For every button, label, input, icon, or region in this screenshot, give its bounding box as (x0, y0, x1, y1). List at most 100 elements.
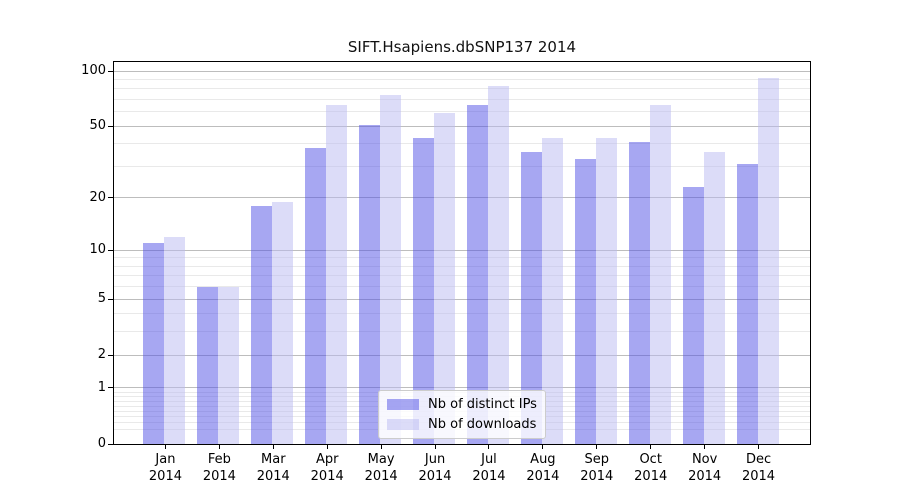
x-tick-label-jan: Jan 2014 (136, 451, 194, 485)
year-label: 2014 (202, 469, 236, 484)
bar-downloads-mar (272, 201, 294, 444)
x-tick-mark (704, 444, 706, 449)
legend-label-downloads: Nb of downloads (428, 417, 537, 432)
bar-ips-jan (143, 243, 165, 444)
y-tick-mark (108, 298, 113, 300)
x-tick-label-dec: Dec 2014 (730, 451, 788, 485)
bar-downloads-apr (326, 105, 348, 444)
legend-item-downloads: Nb of downloads (387, 417, 537, 432)
y-tick-mark (108, 387, 113, 389)
y-tick-mark (108, 125, 113, 127)
bar-ips-jun (413, 138, 435, 444)
bar-downloads-aug (541, 138, 563, 444)
month-label: Apr (315, 452, 339, 467)
y-tick-label-0: 0 (97, 436, 106, 451)
x-tick-mark (596, 444, 598, 449)
year-label: 2014 (688, 469, 722, 484)
y-tick-mark (108, 249, 113, 251)
minor-gridline (114, 166, 810, 167)
month-label: Feb (207, 452, 231, 467)
x-tick-mark (650, 444, 652, 449)
month-label: Jun (424, 452, 446, 467)
y-tick-mark (108, 354, 113, 356)
x-tick-label-feb: Feb 2014 (190, 451, 248, 485)
legend-swatch-ips (387, 399, 419, 410)
bar-ips-apr (305, 147, 327, 444)
x-tick-mark (758, 444, 760, 449)
bar-downloads-nov (703, 152, 725, 444)
minor-gridline (114, 88, 810, 90)
x-tick-mark (326, 444, 328, 449)
major-gridline (114, 70, 810, 72)
bar-ips-feb (197, 286, 219, 444)
major-gridline (114, 197, 810, 199)
bar-ips-may (359, 124, 381, 444)
x-tick-mark (434, 444, 436, 449)
chart-title: SIFT.Hsapiens.dbSNP137 2014 (347, 38, 577, 56)
bar-ips-mar (251, 206, 273, 444)
year-label: 2014 (526, 469, 560, 484)
minor-gridline (114, 78, 810, 80)
minor-gridline (114, 265, 810, 267)
minor-gridline (114, 257, 810, 259)
major-gridline (114, 125, 810, 127)
year-label: 2014 (256, 469, 290, 484)
x-tick-label-sep: Sep 2014 (568, 451, 626, 485)
month-label: Jan (155, 452, 176, 467)
bar-downloads-jul (487, 85, 509, 444)
y-tick-mark (108, 70, 113, 72)
major-gridline (114, 298, 810, 300)
bar-downloads-sep (595, 138, 617, 444)
bar-downloads-dec (757, 77, 779, 444)
bar-ips-nov (682, 187, 704, 444)
month-label: Oct (639, 452, 662, 467)
x-tick-mark (272, 444, 274, 449)
year-label: 2014 (472, 469, 506, 484)
bar-ips-dec (736, 163, 758, 444)
x-tick-label-oct: Oct 2014 (622, 451, 680, 485)
major-gridline (114, 387, 810, 389)
x-tick-mark (380, 444, 382, 449)
y-tick-label-10: 10 (89, 242, 106, 258)
month-label: Jul (481, 452, 497, 467)
legend-label-ips: Nb of distinct IPs (428, 397, 537, 412)
year-label: 2014 (364, 469, 398, 484)
x-tick-label-jun: Jun 2014 (406, 451, 464, 485)
bar-downloads-jan (164, 236, 186, 444)
y-tick-label-1: 1 (97, 379, 106, 395)
bar-ips-jul (466, 105, 488, 444)
month-label: Dec (745, 452, 772, 467)
minor-gridline (114, 286, 810, 288)
minor-gridline (114, 275, 810, 277)
year-label: 2014 (580, 469, 614, 484)
x-tick-label-nov: Nov 2014 (676, 451, 734, 485)
month-label: Nov (691, 452, 718, 467)
plot-area: Nb of distinct IPs Nb of downloads (113, 61, 811, 445)
x-tick-mark (542, 444, 544, 449)
y-tick-mark (108, 443, 113, 445)
major-gridline (114, 249, 810, 251)
bar-downloads-oct (649, 105, 671, 444)
year-label: 2014 (310, 469, 344, 484)
y-tick-label-100: 100 (81, 63, 106, 79)
bar-downloads-feb (218, 286, 240, 444)
x-tick-label-jul: Jul 2014 (460, 451, 518, 485)
minor-gridline (114, 313, 810, 315)
minor-gridline (114, 111, 810, 113)
year-label: 2014 (148, 469, 182, 484)
bar-downloads-jun (434, 113, 456, 444)
bar-downloads-may (380, 95, 402, 444)
bar-ips-aug (520, 152, 542, 444)
minor-gridline (114, 331, 810, 333)
x-tick-label-may: May 2014 (352, 451, 410, 485)
year-label: 2014 (741, 469, 776, 484)
bar-ips-sep (574, 159, 596, 444)
year-label: 2014 (418, 469, 452, 484)
bar-ips-oct (628, 141, 650, 444)
minor-gridline (114, 143, 810, 145)
x-tick-label-aug: Aug 2014 (514, 451, 572, 485)
month-label: Sep (584, 452, 610, 467)
month-label: May (367, 452, 395, 467)
y-tick-label-50: 50 (89, 118, 106, 134)
